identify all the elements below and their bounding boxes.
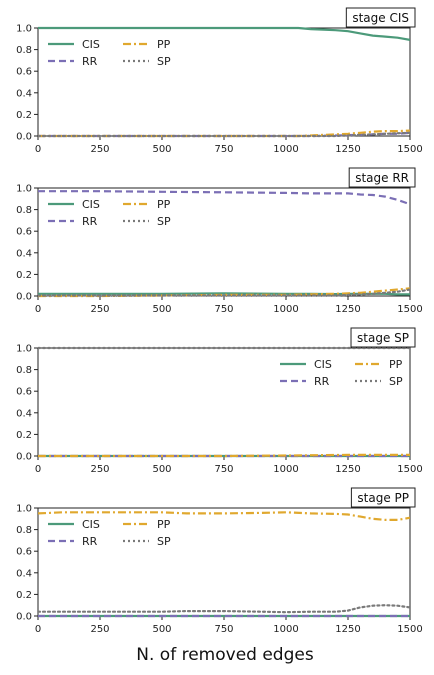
y-tick-label: 0.4	[16, 568, 32, 579]
stage-label-box	[350, 327, 416, 348]
y-tick-label: 1.0	[16, 184, 32, 195]
y-tick-label: 0.4	[16, 88, 32, 99]
legend-label-sp: SP	[157, 55, 171, 68]
stage-label: stage PP	[350, 487, 416, 508]
x-tick-label: 500	[152, 304, 171, 315]
series-line-pp	[38, 453, 410, 458]
x-tick-label: 250	[90, 624, 109, 635]
stage-label: stage SP	[350, 327, 416, 348]
y-tick-label: 0.6	[16, 547, 32, 558]
y-tick-label: 0.2	[16, 430, 32, 441]
stage-label-box	[345, 7, 416, 28]
y-tick-label: 0.2	[16, 110, 32, 121]
legend-label-pp: PP	[157, 38, 171, 51]
x-tick-label: 1500	[397, 464, 422, 475]
x-tick-label: 0	[35, 624, 41, 635]
panel-stage-sp: 0.0 0.2 0.4 0.6 0.8 1.0 0 250 500 750 1000 1250 1500…	[16, 327, 423, 475]
legend-label-sp: SP	[157, 215, 171, 228]
stage-label-box	[350, 487, 416, 508]
x-tick-label: 250	[90, 464, 109, 475]
x-tick-label: 1000	[273, 464, 298, 475]
x-tick-label: 750	[214, 144, 233, 155]
legend-label-cis: CIS	[82, 518, 100, 531]
x-axis-label: N. of removed edges	[136, 645, 314, 665]
y-tick-label: 0.8	[16, 365, 32, 376]
x-tick-label: 500	[152, 464, 171, 475]
legend-label-rr: RR	[82, 55, 98, 68]
x-tick-label: 500	[152, 624, 171, 635]
y-tick-label: 0.8	[16, 45, 32, 56]
y-tick-label: 1.0	[16, 24, 32, 35]
legend-label-rr: RR	[82, 215, 98, 228]
x-tick-label: 1250	[335, 464, 360, 475]
x-tick-label: 1250	[335, 624, 360, 635]
stage-label: stage RR	[348, 167, 416, 188]
legend-label-cis: CIS	[82, 198, 100, 211]
x-tick-label: 0	[35, 144, 41, 155]
x-tick-label: 1250	[335, 304, 360, 315]
stage-label-text: stage PP	[357, 491, 409, 505]
panel-stage-rr: 0.0 0.2 0.4 0.6 0.8 1.0 0 250 500 750 1000 1250 1500…	[16, 167, 423, 315]
legend-label-sp: SP	[389, 375, 403, 388]
legend-label-pp: PP	[157, 198, 171, 211]
x-tick-label: 1500	[397, 624, 422, 635]
y-tick-label: 0.6	[16, 67, 32, 78]
y-tick-label: 0.0	[16, 612, 32, 623]
x-tick-label: 0	[35, 304, 41, 315]
x-tick-label: 750	[214, 304, 233, 315]
x-tick-label: 750	[214, 464, 233, 475]
panel-stage-cis: 0.0 0.2 0.4 0.6 0.8 1.0 0 250 500 750 1000 1250 1500…	[16, 7, 423, 155]
y-tick-label: 0.0	[16, 292, 32, 303]
y-tick-label: 0.8	[16, 205, 32, 216]
legend: CIS PP RR SP	[48, 518, 171, 548]
legend-label-pp: PP	[157, 518, 171, 531]
series-line-rr	[38, 190, 410, 206]
legend-label-rr: RR	[314, 375, 330, 388]
y-tick-label: 1.0	[16, 504, 32, 515]
x-tick-label: 250	[90, 304, 109, 315]
legend-label-rr: RR	[82, 535, 98, 548]
x-tick-label: 1250	[335, 144, 360, 155]
y-tick-label: 0.4	[16, 248, 32, 259]
y-tick-label: 0.6	[16, 387, 32, 398]
y-tick-label: 0.2	[16, 590, 32, 601]
series-line-cis	[38, 26, 410, 41]
x-tick-label: 750	[214, 624, 233, 635]
stage-label: stage CIS	[345, 7, 416, 28]
plot-frame	[37, 347, 411, 457]
panel-stage-pp: 0.0 0.2 0.4 0.6 0.8 1.0 0 250 500 750 1000 1250 1500…	[16, 487, 423, 635]
legend-label-pp: PP	[389, 358, 403, 371]
legend: CIS PP RR SP	[48, 38, 171, 68]
x-tick-label: 1000	[273, 304, 298, 315]
legend-label-cis: CIS	[82, 38, 100, 51]
x-tick-label: 250	[90, 144, 109, 155]
x-tick-label: 1500	[397, 144, 422, 155]
panels: 0.0 0.2 0.4 0.6 0.8 1.0 0 250 500 750 1000 1250 1500…	[16, 7, 423, 635]
stage-label-text: stage RR	[355, 171, 409, 185]
series-line-sp	[38, 288, 410, 297]
y-tick-label: 0.4	[16, 408, 32, 419]
x-tick-label: 0	[35, 464, 41, 475]
series-line-sp	[38, 604, 410, 614]
y-tick-label: 0.8	[16, 525, 32, 536]
series-line-pp	[38, 511, 410, 522]
x-tick-label: 500	[152, 144, 171, 155]
legend-label-cis: CIS	[314, 358, 332, 371]
y-tick-label: 1.0	[16, 344, 32, 355]
y-tick-label: 0.6	[16, 227, 32, 238]
stage-label-box	[348, 167, 416, 188]
legend: CIS PP RR SP	[48, 198, 171, 228]
legend-label-sp: SP	[157, 535, 171, 548]
legend: CIS PP RR SP	[280, 358, 403, 388]
y-tick-label: 0.0	[16, 452, 32, 463]
stage-label-text: stage CIS	[352, 11, 409, 25]
x-tick-label: 1500	[397, 304, 422, 315]
series-line-sp	[38, 131, 410, 138]
x-tick-label: 1000	[273, 144, 298, 155]
y-tick-label: 0.0	[16, 132, 32, 143]
stage-label-text: stage SP	[357, 331, 409, 345]
x-tick-label: 1000	[273, 624, 298, 635]
y-tick-label: 0.2	[16, 270, 32, 281]
